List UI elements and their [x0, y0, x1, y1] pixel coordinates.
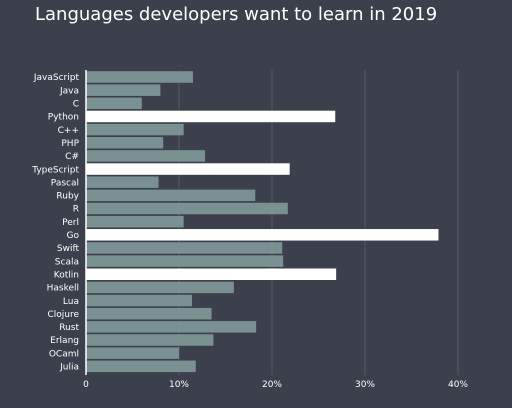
category-label: Swift	[57, 244, 80, 254]
category-label: Python	[48, 113, 79, 123]
bar-swift	[86, 242, 283, 254]
category-label: Kotlin	[54, 270, 79, 280]
bar-pascal	[86, 176, 159, 188]
x-tick-label: 30%	[355, 380, 375, 390]
bar-kotlin	[86, 268, 337, 280]
bar-julia	[86, 360, 196, 373]
bar-javascript	[86, 71, 193, 83]
x-tick-label: 20%	[262, 380, 282, 390]
category-label: Go	[67, 231, 80, 241]
category-label: Ruby	[56, 192, 79, 202]
category-label: Lua	[63, 297, 79, 307]
bar-erlang	[86, 334, 214, 346]
category-label: C	[73, 100, 79, 110]
category-label: PHP	[61, 139, 79, 149]
x-tick-label: 40%	[448, 380, 468, 390]
bar-rust	[86, 321, 257, 333]
category-label: R	[73, 205, 79, 215]
category-label: Rust	[59, 323, 79, 333]
x-tick-label: 10%	[169, 380, 189, 390]
chart-title: Languages developers want to learn in 20…	[35, 4, 437, 25]
x-tick-labels: 0 10% 20% 30% 40%	[83, 380, 468, 390]
category-label: Pascal	[51, 178, 79, 188]
bar-go	[86, 229, 439, 241]
bar-clojure	[86, 307, 212, 320]
bar-scala	[86, 255, 284, 267]
bar-ruby	[86, 189, 256, 202]
bar-typescript	[86, 163, 290, 175]
bar-haskell	[86, 281, 234, 294]
category-label: Scala	[55, 257, 79, 267]
category-labels: JavaScript Java C Python C++ PHP C# TypeScript P…	[31, 73, 79, 372]
bar-php	[86, 137, 164, 149]
bar-c-	[86, 150, 206, 162]
category-label: Erlang	[50, 336, 79, 346]
bar-perl	[86, 215, 184, 228]
bar-java	[86, 84, 161, 96]
category-label: Clojure	[47, 310, 79, 320]
category-label: JavaScript	[33, 73, 80, 83]
category-label: Java	[59, 86, 79, 96]
category-label: Julia	[59, 363, 79, 373]
bar-ocaml	[86, 347, 179, 359]
category-label: TypeScript	[31, 165, 79, 175]
category-label: C++	[58, 126, 79, 136]
bar-c	[86, 97, 142, 110]
category-label: Haskell	[47, 284, 79, 294]
bars	[86, 71, 439, 373]
category-label: C#	[65, 152, 79, 162]
category-label: Perl	[62, 218, 79, 228]
bar-r	[86, 202, 288, 215]
bar-c-	[86, 123, 184, 136]
x-tick-label: 0	[83, 380, 89, 390]
bar-lua	[86, 294, 193, 307]
category-label: OCaml	[49, 349, 79, 359]
bar-python	[86, 110, 336, 123]
